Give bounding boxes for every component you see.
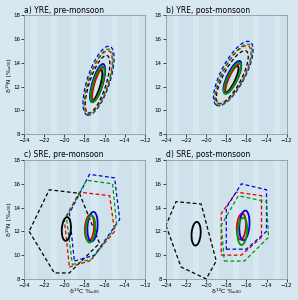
Bar — [118, 160, 132, 279]
Bar — [159, 15, 173, 134]
Text: a) YRE, pre-monsoon: a) YRE, pre-monsoon — [24, 6, 104, 15]
Bar — [57, 15, 72, 134]
Bar — [17, 15, 31, 134]
Bar — [280, 160, 294, 279]
Bar — [280, 15, 294, 134]
Bar — [57, 160, 72, 279]
Text: b) YRE, post-monsoon: b) YRE, post-monsoon — [166, 6, 250, 15]
Bar — [239, 160, 253, 279]
Bar — [77, 160, 91, 279]
Y-axis label: δ¹⁵N (‰₀₀): δ¹⁵N (‰₀₀) — [6, 202, 12, 236]
Bar — [219, 15, 233, 134]
Bar — [138, 15, 152, 134]
Bar — [260, 15, 274, 134]
Bar — [199, 160, 213, 279]
Text: c) SRE, pre-monsoon: c) SRE, pre-monsoon — [24, 150, 104, 159]
Bar — [179, 15, 193, 134]
Bar — [37, 160, 51, 279]
Bar — [260, 160, 274, 279]
Bar — [118, 15, 132, 134]
Bar — [239, 15, 253, 134]
Bar — [97, 15, 112, 134]
Bar — [159, 160, 173, 279]
Bar — [138, 160, 152, 279]
X-axis label: δ¹³C ‰₀₀: δ¹³C ‰₀₀ — [212, 290, 241, 294]
Bar — [17, 160, 31, 279]
Bar — [219, 160, 233, 279]
Y-axis label: δ¹⁵N (‰₀₀): δ¹⁵N (‰₀₀) — [6, 58, 12, 92]
Bar — [77, 15, 91, 134]
Bar — [179, 160, 193, 279]
Bar — [97, 160, 112, 279]
Bar — [199, 15, 213, 134]
X-axis label: δ¹³C ‰₀₀: δ¹³C ‰₀₀ — [70, 290, 99, 294]
Bar — [37, 15, 51, 134]
Text: d) SRE, post-monsoon: d) SRE, post-monsoon — [166, 150, 250, 159]
